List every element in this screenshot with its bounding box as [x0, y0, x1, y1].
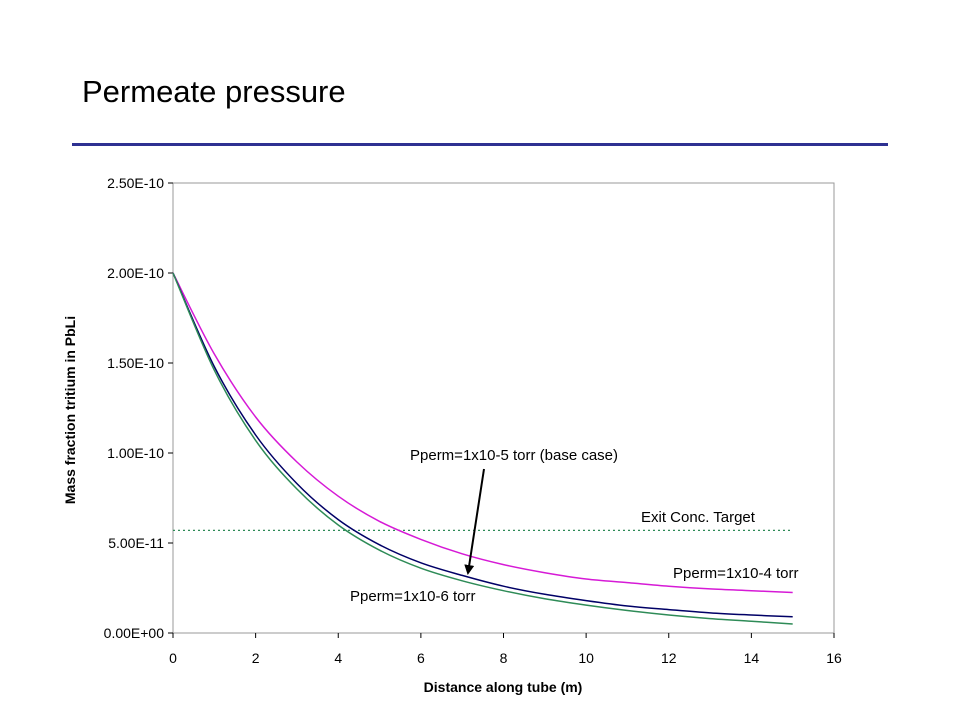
- x-axis: 0 2 4 6 8 10 12 14 16: [169, 633, 842, 666]
- series-line-2: [172, 272, 793, 618]
- y-tick-label: 2.00E-10: [107, 265, 164, 281]
- y-tick-label: 2.50E-10: [107, 175, 164, 191]
- x-tick-label: 8: [500, 650, 508, 666]
- series-line-3: [172, 272, 793, 625]
- series-line-1: [172, 272, 793, 594]
- y-tick-label: 5.00E-11: [108, 535, 164, 551]
- y-axis: 0.00E+00 5.00E-11 1.00E-10 1.50E-10 2.00E-10…: [104, 175, 173, 641]
- annotation-exit-target: Exit Conc. Target: [641, 509, 756, 526]
- annotation-base-case: Pperm=1x10-5 torr (base case): [410, 447, 618, 464]
- x-tick-label: 14: [744, 650, 760, 666]
- title-divider: [72, 143, 888, 146]
- slide-title: Permeate pressure: [82, 74, 346, 109]
- annotation-1e-4-torr: Pperm=1x10-4 torr: [673, 565, 798, 582]
- x-tick-label: 16: [826, 650, 842, 666]
- x-tick-label: 6: [417, 650, 425, 666]
- y-tick-label: 1.00E-10: [107, 445, 164, 461]
- series-group: [172, 272, 793, 625]
- y-tick-label: 1.50E-10: [107, 355, 164, 371]
- y-tick-label: 0.00E+00: [104, 625, 165, 641]
- x-tick-label: 10: [578, 650, 594, 666]
- x-axis-title: Distance along tube (m): [424, 679, 583, 695]
- x-tick-label: 2: [252, 650, 260, 666]
- y-axis-title: Mass fraction tritium in PbLi: [62, 316, 78, 504]
- base-case-arrow: [464, 468, 485, 575]
- x-tick-label: 4: [334, 650, 342, 666]
- x-tick-label: 12: [661, 650, 677, 666]
- x-tick-label: 0: [169, 650, 177, 666]
- annotation-1e-6-torr: Pperm=1x10-6 torr: [350, 588, 475, 605]
